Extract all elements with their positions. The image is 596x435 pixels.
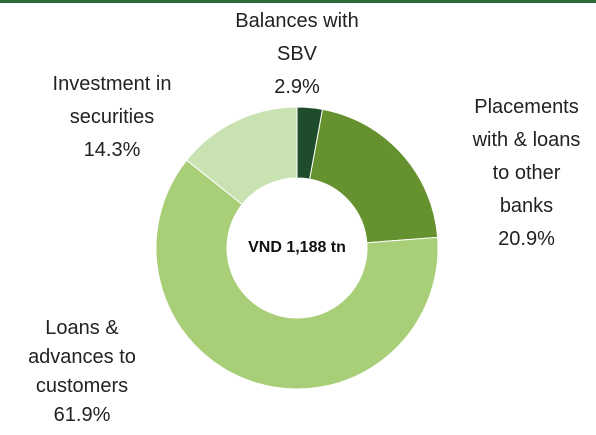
top-border (0, 0, 596, 3)
center-label: VND 1,188 tn (248, 239, 346, 256)
category-label: Investment in securities (52, 73, 172, 128)
value-label: 14.3% (83, 139, 141, 161)
category-label: Balances with SBV (235, 10, 359, 65)
slices (155, 106, 439, 390)
value-label: 2.9% (274, 76, 320, 98)
slice-label: Balances with SBV 2.9% (217, 5, 377, 104)
value-label: 61.9% (53, 404, 111, 426)
category-label: Placements with & loans to other banks (472, 96, 581, 217)
donut-slice (185, 106, 298, 206)
slice-label: Placements with & loans to other banks 20… (464, 91, 589, 256)
donut-slice (155, 159, 439, 390)
slice-label: Loans & advances to customers 61.9% (17, 314, 147, 430)
category-label: Loans & advances to customers (28, 317, 136, 397)
value-label: 20.9% (498, 228, 555, 250)
donut-slice (309, 108, 439, 244)
slice-label: Investment in securities 14.3% (27, 68, 197, 167)
